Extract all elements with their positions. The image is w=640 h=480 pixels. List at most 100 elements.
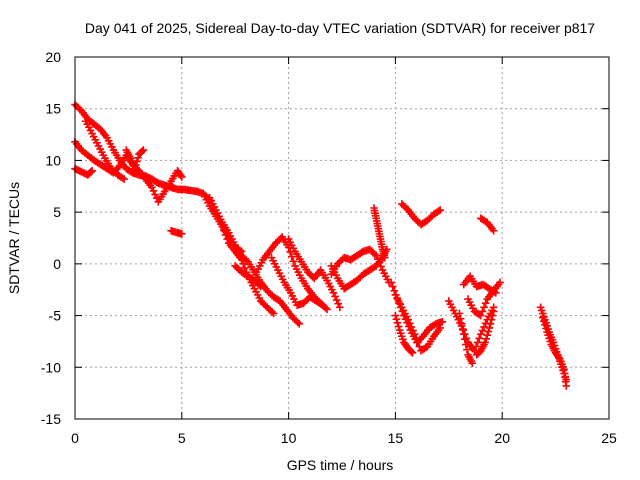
series-arc-d xyxy=(81,117,128,183)
series-arc-e xyxy=(122,146,148,173)
data-point-marker xyxy=(487,315,496,324)
data-point-marker xyxy=(458,325,467,333)
data-point-marker xyxy=(398,332,406,341)
data-point-marker xyxy=(241,264,249,272)
series-arc-o xyxy=(327,245,393,287)
data-point-marker xyxy=(288,252,296,261)
data-point-marker xyxy=(478,307,487,316)
y-tick-label: -10 xyxy=(41,359,61,375)
data-point-marker xyxy=(221,231,230,239)
data-point-marker xyxy=(463,345,471,354)
series-arc-t xyxy=(398,200,445,229)
data-point-marker xyxy=(415,342,424,351)
data-point-marker xyxy=(438,317,447,326)
series-arc-r xyxy=(391,291,445,355)
data-point-marker xyxy=(396,329,405,337)
x-tick-label: 20 xyxy=(494,430,510,446)
series-arc-h xyxy=(205,193,304,328)
data-point-marker xyxy=(410,330,419,338)
data-point-marker xyxy=(489,226,498,235)
data-point-marker xyxy=(538,313,547,322)
x-tick-label: 5 xyxy=(178,430,186,446)
data-point-marker xyxy=(269,309,278,318)
data-point-marker xyxy=(318,301,327,310)
data-point-marker xyxy=(480,303,488,312)
data-point-marker xyxy=(482,335,490,343)
data-point-marker xyxy=(546,337,555,346)
x-tick-label: 0 xyxy=(71,430,79,446)
data-point-marker xyxy=(544,331,552,340)
y-tick-label: -5 xyxy=(49,308,62,324)
data-point-marker xyxy=(472,351,481,359)
data-point-marker xyxy=(455,309,464,318)
axis-ticks xyxy=(74,56,610,420)
data-point-marker xyxy=(257,282,265,291)
series-arc-j xyxy=(231,262,265,291)
data-point-marker xyxy=(408,349,417,357)
series-arc-f xyxy=(167,226,186,238)
x-tick-label: 25 xyxy=(601,430,617,446)
chart-title: Day 041 of 2025, Sidereal Day-to-day VTE… xyxy=(85,20,595,36)
data-point-marker xyxy=(323,305,331,314)
data-markers xyxy=(71,100,571,390)
data-point-marker xyxy=(473,350,482,358)
data-point-marker xyxy=(134,154,142,162)
data-point-marker xyxy=(542,324,550,333)
data-point-marker xyxy=(459,330,468,338)
y-tick-label: 0 xyxy=(53,256,61,272)
series-arc-y xyxy=(472,307,498,359)
data-point-marker xyxy=(477,311,485,320)
y-tick-label: -15 xyxy=(41,411,61,427)
data-point-marker xyxy=(489,307,498,316)
data-point-marker xyxy=(536,303,545,312)
data-point-marker xyxy=(436,206,445,214)
tick-labels: 0 5 10 15 20 25 -15 -10 -5 0 5 10 15 20 xyxy=(41,49,617,446)
series-arc-ab xyxy=(538,313,571,390)
data-point-marker xyxy=(456,314,465,323)
data-point-marker xyxy=(470,346,479,355)
data-point-marker xyxy=(295,320,304,328)
data-point-marker xyxy=(133,157,141,166)
data-point-marker xyxy=(407,347,416,356)
data-point-marker xyxy=(540,317,548,326)
data-point-marker xyxy=(545,334,553,343)
data-point-marker xyxy=(391,311,400,320)
data-point-marker xyxy=(336,303,344,312)
data-point-marker xyxy=(132,161,140,169)
data-point-marker xyxy=(485,324,494,332)
data-point-marker xyxy=(237,255,246,264)
data-point-marker xyxy=(131,164,139,173)
data-point-marker xyxy=(239,260,248,268)
data-point-marker xyxy=(436,324,445,332)
data-point-marker xyxy=(484,327,493,336)
data-point-marker xyxy=(562,382,571,390)
grid-lines xyxy=(75,57,609,419)
series-arc-m xyxy=(284,235,344,312)
data-point-marker xyxy=(220,226,228,235)
data-point-marker xyxy=(496,278,504,287)
series-arc-l xyxy=(267,253,327,310)
series-arc-x xyxy=(464,278,504,320)
x-axis-label: GPS time / hours xyxy=(287,457,394,473)
data-point-marker xyxy=(139,146,148,154)
data-point-marker xyxy=(481,299,490,307)
data-point-marker xyxy=(461,335,469,344)
data-point-marker xyxy=(390,286,399,295)
y-axis-label: SDTVAR / TECUs xyxy=(6,182,22,294)
y-tick-label: 5 xyxy=(53,204,61,220)
series-arc-c xyxy=(71,164,96,179)
data-point-marker xyxy=(475,334,484,343)
x-tick-label: 10 xyxy=(281,430,297,446)
data-point-marker xyxy=(178,230,186,238)
data-point-marker xyxy=(462,340,470,349)
data-point-marker xyxy=(388,282,397,291)
data-point-marker xyxy=(414,338,422,347)
data-point-marker xyxy=(537,306,546,315)
data-point-marker xyxy=(457,320,466,328)
data-point-marker xyxy=(392,315,401,323)
series-arc-z xyxy=(477,214,498,235)
data-point-marker xyxy=(412,334,421,343)
data-point-marker xyxy=(380,253,389,262)
series-arc-i xyxy=(218,222,278,318)
